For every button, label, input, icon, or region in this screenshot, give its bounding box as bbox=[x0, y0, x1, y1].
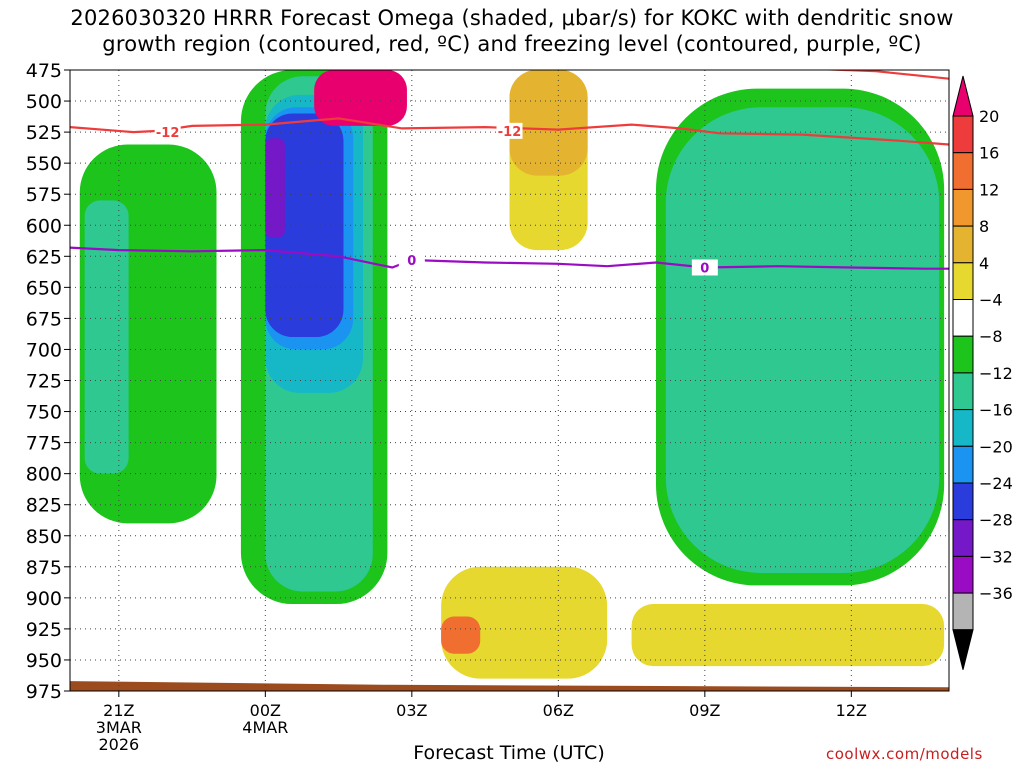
x-tick-label-5-0: 12Z bbox=[836, 701, 867, 720]
colorbar-segment-10 bbox=[952, 445, 974, 484]
contour-label-2-1: 0 bbox=[700, 261, 709, 276]
chart-title-line1: 2026030320 HRRR Forecast Omega (shaded, … bbox=[70, 6, 954, 30]
colorbar-segment-14 bbox=[952, 592, 974, 631]
y-tick-label-550: 550 bbox=[26, 153, 62, 175]
y-tick-label-800: 800 bbox=[26, 464, 62, 486]
y-tick-label-575: 575 bbox=[26, 184, 62, 206]
colorbar-segment-6 bbox=[952, 299, 974, 337]
y-tick-label-600: 600 bbox=[26, 215, 62, 237]
colorbar-segment-5 bbox=[952, 262, 974, 300]
y-tick-label-775: 775 bbox=[26, 433, 62, 455]
x-tick-label-3-0: 06Z bbox=[543, 701, 574, 720]
colorbar-label-10: −24 bbox=[979, 474, 1013, 493]
y-tick-label-500: 500 bbox=[26, 91, 62, 113]
colorbar-label-3: 8 bbox=[979, 217, 989, 236]
colorbar-label-11: −28 bbox=[979, 511, 1013, 530]
y-tick-label-825: 825 bbox=[26, 495, 62, 517]
colorbar-label-13: −36 bbox=[979, 584, 1013, 603]
omega-region-1 bbox=[84, 200, 129, 474]
colorbar-label-6: −8 bbox=[979, 327, 1003, 346]
colorbar-label-12: −32 bbox=[979, 547, 1013, 566]
colorbar-label-9: −20 bbox=[979, 437, 1013, 456]
contour-label-bg-2-1 bbox=[691, 259, 718, 276]
contour-label-2-0: 0 bbox=[407, 254, 416, 269]
colorbar-segment-7 bbox=[952, 335, 974, 374]
x-axis-label: Forecast Time (UTC) bbox=[413, 742, 605, 764]
x-tick-label-1-0: 00Z bbox=[250, 701, 281, 720]
colorbar-label-2: 12 bbox=[979, 180, 999, 199]
colorbar-segment-3 bbox=[952, 188, 974, 227]
colorbar-segment-2 bbox=[952, 152, 974, 190]
colorbar-segment-8 bbox=[952, 372, 974, 411]
omega-region-14 bbox=[441, 616, 481, 654]
colorbar-label-0: 20 bbox=[979, 107, 999, 126]
y-tick-label-725: 725 bbox=[26, 371, 62, 393]
y-tick-label-850: 850 bbox=[26, 526, 62, 548]
x-tick-label-0-0: 21Z bbox=[103, 701, 134, 720]
x-tick-label-1-1: 4MAR bbox=[242, 718, 288, 737]
omega-region-13 bbox=[441, 566, 608, 679]
y-tick-label-975: 975 bbox=[26, 681, 62, 703]
ground-terrain bbox=[70, 681, 949, 691]
y-tick-label-875: 875 bbox=[26, 557, 62, 579]
chart-title-line2: growth region (contoured, red, ºC) and f… bbox=[102, 32, 922, 56]
omega-region-10 bbox=[665, 107, 940, 574]
credit-text: coolwx.com/models bbox=[826, 745, 983, 763]
colorbar-label-7: −12 bbox=[979, 364, 1013, 383]
y-tick-label-700: 700 bbox=[26, 339, 62, 361]
colorbar-segment-12 bbox=[952, 519, 974, 557]
colorbar-label-1: 16 bbox=[979, 144, 999, 163]
colorbar-cap-top bbox=[952, 75, 974, 117]
y-tick-label-950: 950 bbox=[26, 650, 62, 672]
contour-label-bg-0-1 bbox=[496, 122, 523, 139]
shaded-regions bbox=[70, 70, 949, 691]
colorbar-label-4: 4 bbox=[979, 254, 989, 273]
y-tick-label-750: 750 bbox=[26, 402, 62, 424]
colorbar-segment-4 bbox=[952, 225, 974, 264]
y-tick-label-525: 525 bbox=[26, 122, 62, 144]
y-tick-label-900: 900 bbox=[26, 588, 62, 610]
y-tick-label-475: 475 bbox=[26, 60, 62, 82]
contours: -12 -12 0 0 bbox=[70, 70, 949, 276]
colorbar-segment-11 bbox=[952, 482, 974, 521]
contour-label-0-1: -12 bbox=[498, 125, 522, 140]
contour-label-0-0: -12 bbox=[156, 126, 180, 141]
omega-region-12 bbox=[509, 70, 588, 176]
colorbar-label-5: −4 bbox=[979, 291, 1003, 310]
contour-label-bg-0-0 bbox=[154, 124, 181, 141]
plot-frame bbox=[69, 69, 950, 692]
x-tick-label-0-2: 2026 bbox=[98, 735, 139, 754]
colorbar-segment-13 bbox=[952, 555, 974, 594]
y-tick-label-625: 625 bbox=[26, 246, 62, 268]
colorbar-segment-9 bbox=[952, 409, 974, 447]
x-tick-label-2-0: 03Z bbox=[396, 701, 427, 720]
y-tick-label-675: 675 bbox=[26, 308, 62, 330]
x-tick-label-4-0: 09Z bbox=[689, 701, 720, 720]
contour-1 bbox=[814, 70, 949, 80]
colorbar-label-8: −16 bbox=[979, 401, 1013, 420]
contour-label-bg-2-0 bbox=[398, 252, 425, 269]
omega-region-7 bbox=[265, 138, 285, 238]
colorbar-segment-1 bbox=[952, 115, 974, 154]
omega-region-15 bbox=[631, 604, 945, 667]
x-tick-label-0-1: 3MAR bbox=[96, 718, 142, 737]
y-tick-label-925: 925 bbox=[26, 619, 62, 641]
contour-2 bbox=[70, 246, 949, 270]
omega-region-8 bbox=[314, 70, 407, 126]
colorbar-cap-bottom bbox=[952, 629, 974, 670]
y-tick-label-650: 650 bbox=[26, 277, 62, 299]
